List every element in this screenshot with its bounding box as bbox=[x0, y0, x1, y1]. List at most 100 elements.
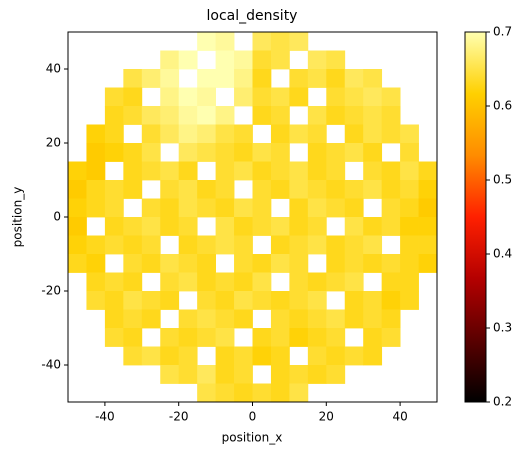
heatmap-cell bbox=[197, 106, 216, 125]
x-tick-label: 0 bbox=[249, 410, 257, 424]
heatmap-cell bbox=[104, 124, 124, 144]
heatmap-cell bbox=[234, 87, 253, 107]
heatmap-cell bbox=[252, 291, 272, 310]
heatmap-cell bbox=[141, 309, 161, 329]
heatmap-cell bbox=[289, 235, 309, 255]
heatmap-cell bbox=[160, 106, 180, 125]
heatmap-cell bbox=[197, 383, 216, 403]
heatmap-cell bbox=[326, 272, 346, 292]
heatmap-cell bbox=[197, 328, 216, 347]
heatmap-cell bbox=[234, 198, 253, 218]
heatmap-cell bbox=[197, 291, 216, 310]
heatmap-cell bbox=[344, 143, 364, 162]
colorbar bbox=[464, 31, 487, 403]
heatmap-cell bbox=[197, 198, 216, 218]
heatmap-cell bbox=[234, 50, 253, 70]
heatmap-cell bbox=[86, 254, 106, 273]
heatmap-cell bbox=[363, 346, 383, 366]
heatmap-cell bbox=[326, 328, 346, 347]
heatmap-cell bbox=[178, 217, 198, 236]
heatmap-cell bbox=[160, 50, 180, 70]
heatmap-cell bbox=[418, 217, 438, 236]
heatmap-cell bbox=[344, 87, 364, 107]
heatmap-cell bbox=[289, 180, 309, 199]
heatmap-cell bbox=[270, 161, 290, 181]
heatmap-cell bbox=[141, 161, 161, 181]
heatmap-cell bbox=[400, 161, 419, 181]
heatmap-cell bbox=[289, 217, 309, 236]
heatmap-cell bbox=[344, 124, 364, 144]
heatmap-cell bbox=[289, 87, 309, 107]
heatmap-cell bbox=[344, 180, 364, 199]
heatmap-cell bbox=[234, 254, 253, 273]
heatmap-cell bbox=[307, 106, 327, 125]
heatmap-cell bbox=[307, 180, 327, 199]
heatmap-cell bbox=[418, 198, 438, 218]
colorbar-tick-label: 0.5 bbox=[493, 173, 512, 187]
heatmap-cell bbox=[252, 87, 272, 107]
heatmap-cell bbox=[215, 328, 235, 347]
heatmap-cell bbox=[215, 235, 235, 255]
heatmap-cell bbox=[307, 309, 327, 329]
heatmap-cell bbox=[270, 254, 290, 273]
heatmap-cell bbox=[234, 272, 253, 292]
heatmap-cell bbox=[400, 124, 419, 144]
heatmap-cell bbox=[270, 217, 290, 236]
heatmap-cell bbox=[252, 328, 272, 347]
heatmap-cell bbox=[289, 328, 309, 347]
heatmap-cell bbox=[86, 143, 106, 162]
heatmap-cell bbox=[400, 217, 419, 236]
heatmap-cell bbox=[363, 235, 383, 255]
heatmap-cell bbox=[123, 346, 143, 366]
heatmap-cell bbox=[197, 309, 216, 329]
heatmap-cell bbox=[68, 161, 87, 181]
heatmap-cell bbox=[381, 217, 401, 236]
heatmap-cell bbox=[160, 87, 180, 107]
heatmap-cell bbox=[252, 346, 272, 366]
heatmap-cell bbox=[326, 106, 346, 125]
heatmap-cell bbox=[289, 365, 309, 384]
heatmap-cell bbox=[141, 291, 161, 310]
heatmap-cell bbox=[123, 272, 143, 292]
heatmap-cell bbox=[86, 161, 106, 181]
heatmap-cell bbox=[178, 254, 198, 273]
heatmap-cell bbox=[400, 143, 419, 162]
heatmap-cell bbox=[215, 291, 235, 310]
heatmap-cell bbox=[215, 50, 235, 70]
heatmap-cell bbox=[326, 309, 346, 329]
heatmap-cell bbox=[418, 161, 438, 181]
heatmap-cell bbox=[270, 87, 290, 107]
heatmap-cell bbox=[178, 143, 198, 162]
heatmap-cell bbox=[160, 365, 180, 384]
heatmap-cell bbox=[160, 272, 180, 292]
heatmap-cell bbox=[123, 328, 143, 347]
heatmap-cell bbox=[178, 272, 198, 292]
heatmap-cell bbox=[215, 32, 235, 51]
heatmap-cell bbox=[123, 161, 143, 181]
heatmap-cell bbox=[215, 124, 235, 144]
heatmap-cell bbox=[234, 217, 253, 236]
heatmap-cell bbox=[326, 69, 346, 88]
heatmap-cell bbox=[215, 383, 235, 403]
heatmap-cell bbox=[344, 272, 364, 292]
heatmap-cell bbox=[141, 198, 161, 218]
heatmap-cell bbox=[160, 328, 180, 347]
heatmap-cell bbox=[289, 254, 309, 273]
heatmap-cell bbox=[307, 217, 327, 236]
heatmap-cell bbox=[289, 161, 309, 181]
heatmap-cell bbox=[400, 254, 419, 273]
heatmap-cell bbox=[400, 291, 419, 310]
heatmap-cell bbox=[381, 328, 401, 347]
heatmap-cell bbox=[307, 161, 327, 181]
heatmap-cell bbox=[123, 291, 143, 310]
heatmap-cell bbox=[123, 180, 143, 199]
heatmap-cell bbox=[160, 346, 180, 366]
heatmap-cell bbox=[141, 254, 161, 273]
heatmap-cell bbox=[289, 272, 309, 292]
heatmap-cell bbox=[307, 291, 327, 310]
heatmap-cell bbox=[178, 87, 198, 107]
heatmap-cell bbox=[123, 217, 143, 236]
colorbar-tick-label: 0.2 bbox=[493, 395, 512, 409]
y-tick-label: -40 bbox=[41, 358, 61, 372]
heatmap-cell bbox=[123, 254, 143, 273]
